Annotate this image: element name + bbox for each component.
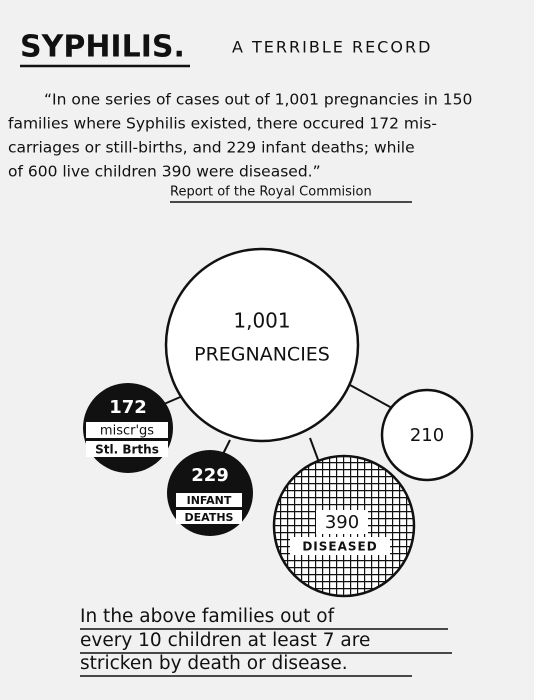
quote-line: carriages or still-births, and 229 infan… bbox=[8, 139, 415, 157]
node-label: 1,001 bbox=[233, 309, 290, 333]
node-label: PREGNANCIES bbox=[194, 344, 330, 366]
node-circle bbox=[164, 247, 360, 443]
node-label: 172 bbox=[109, 397, 147, 418]
quote-line: families where Syphilis existed, there o… bbox=[8, 115, 437, 133]
node-circle bbox=[380, 388, 474, 482]
subtitle: A TERRIBLE RECORD bbox=[232, 38, 432, 57]
footer-line: stricken by death or disease. bbox=[80, 653, 348, 674]
node-label: INFANT bbox=[187, 494, 232, 507]
footer-line: every 10 children at least 7 are bbox=[80, 630, 370, 651]
label-box bbox=[86, 441, 168, 457]
node-label: DEATHS bbox=[185, 511, 234, 524]
footer-line: In the above families out of bbox=[80, 606, 335, 627]
label-box bbox=[176, 493, 242, 507]
label-box bbox=[290, 537, 390, 555]
label-box bbox=[316, 510, 368, 534]
node-label: DISEASED bbox=[302, 540, 377, 554]
node-label: 390 bbox=[325, 512, 359, 533]
node-label: 229 bbox=[191, 465, 229, 486]
title: SYPHILIS. bbox=[20, 30, 185, 65]
label-box bbox=[86, 422, 168, 438]
attribution: Report of the Royal Commision bbox=[170, 185, 372, 200]
footer: In the above families out of every 10 ch… bbox=[80, 606, 370, 674]
quote: “In one series of cases out of 1,001 pre… bbox=[8, 91, 472, 181]
footer-underlines bbox=[80, 628, 452, 677]
node-label: 210 bbox=[410, 425, 444, 446]
quote-line: of 600 live children 390 were diseased.” bbox=[8, 163, 321, 181]
node-label: miscr'gs bbox=[100, 424, 154, 439]
quote-line: “In one series of cases out of 1,001 pre… bbox=[44, 91, 472, 109]
node-label: Stl. Brths bbox=[95, 443, 159, 457]
label-box bbox=[176, 510, 242, 524]
